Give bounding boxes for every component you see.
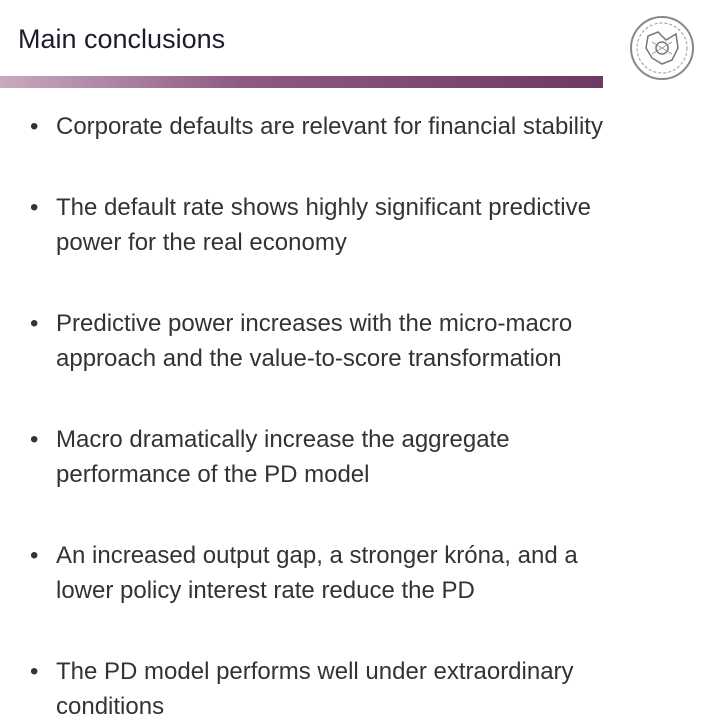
bullet-marker: • (30, 310, 39, 337)
bullet-text: power for the real economy (56, 229, 347, 256)
bullet-marker: • (30, 113, 39, 140)
bullet-text: approach and the value-to-score transfor… (56, 345, 562, 372)
bullet-text: Corporate defaults are relevant for fina… (56, 113, 603, 140)
bullet-text: performance of the PD model (56, 461, 370, 488)
title-bar (0, 76, 603, 88)
logo (630, 16, 694, 80)
bullet-marker: • (30, 194, 39, 221)
bullet-text: The default rate shows highly significan… (56, 194, 591, 221)
slide: Main conclusions • Corporate defaults are… (0, 16, 694, 720)
bullet-text: Predictive power increases with the micr… (56, 310, 573, 337)
bullet-text: conditions (56, 693, 165, 720)
slide-title: Main conclusions (18, 24, 226, 54)
bullet-marker: • (30, 426, 39, 453)
bullet-marker: • (30, 658, 39, 685)
bullet-text: The PD model performs well under extraor… (56, 658, 574, 685)
bullet-text: An increased output gap, a stronger krón… (56, 542, 578, 569)
bullet-text: Macro dramatically increase the aggregat… (56, 426, 510, 453)
bullet-text: lower policy interest rate reduce the PD (56, 577, 475, 604)
bullet-marker: • (30, 542, 39, 569)
